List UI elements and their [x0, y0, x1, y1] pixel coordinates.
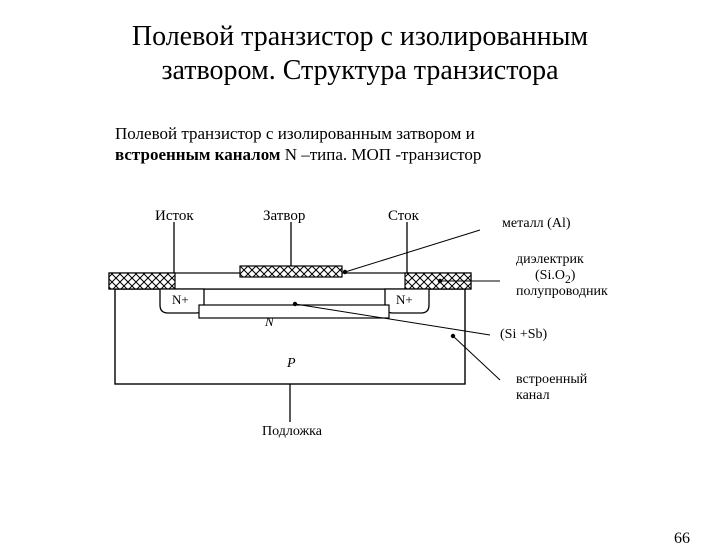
title-line2: затвором. Структура транзистора [161, 55, 558, 86]
label-drain: Сток [388, 208, 419, 225]
label-nplus-l: N+ [172, 292, 189, 308]
subtitle-rest: N –типа. МОП -транзистор [280, 145, 481, 164]
label-n: N [265, 314, 274, 330]
subtitle-bold: встроенным каналом [115, 145, 280, 164]
n-channel [199, 305, 389, 318]
metal-source [109, 273, 175, 289]
label-sisb: (Si +Sb) [500, 327, 547, 343]
label-substrate: Подложка [262, 424, 322, 440]
label-channel2: канал [516, 388, 550, 404]
metal-gate [240, 266, 342, 277]
label-dielectric-text: диэлектрик [516, 252, 584, 267]
title-line1: Полевой транзистор с изолированным [132, 21, 588, 52]
label-p: P [287, 356, 296, 372]
callout-metal [345, 230, 480, 272]
label-source: Исток [155, 208, 194, 225]
label-sio2-b: ) [571, 268, 576, 283]
label-metal-text: металл (Al) [502, 216, 571, 231]
dot-metal [343, 270, 347, 274]
label-gate: Затвор [263, 208, 305, 225]
subtitle-line1: Полевой транзистор с изолированным затво… [115, 124, 475, 143]
dot-sisb [293, 302, 297, 306]
dot-channel [451, 334, 455, 338]
label-metal: металл (Al) [502, 216, 571, 232]
dot-oxide [438, 279, 442, 283]
mosfet-diagram: Исток Затвор Сток N+ N+ N P Подложка мет… [0, 210, 720, 460]
label-nplus-r: N+ [396, 292, 413, 308]
page-title: Полевой транзистор с изолированным затво… [0, 20, 720, 87]
subtitle: Полевой транзистор с изолированным затво… [115, 123, 720, 166]
label-semiconductor: полупроводник [516, 284, 608, 300]
page-number: 66 [674, 530, 690, 548]
label-dielectric: диэлектрик [516, 252, 584, 268]
label-channel1: встроенный [516, 372, 587, 388]
label-sio2-a: (Si.O [535, 268, 565, 283]
diagram-svg [0, 210, 720, 460]
